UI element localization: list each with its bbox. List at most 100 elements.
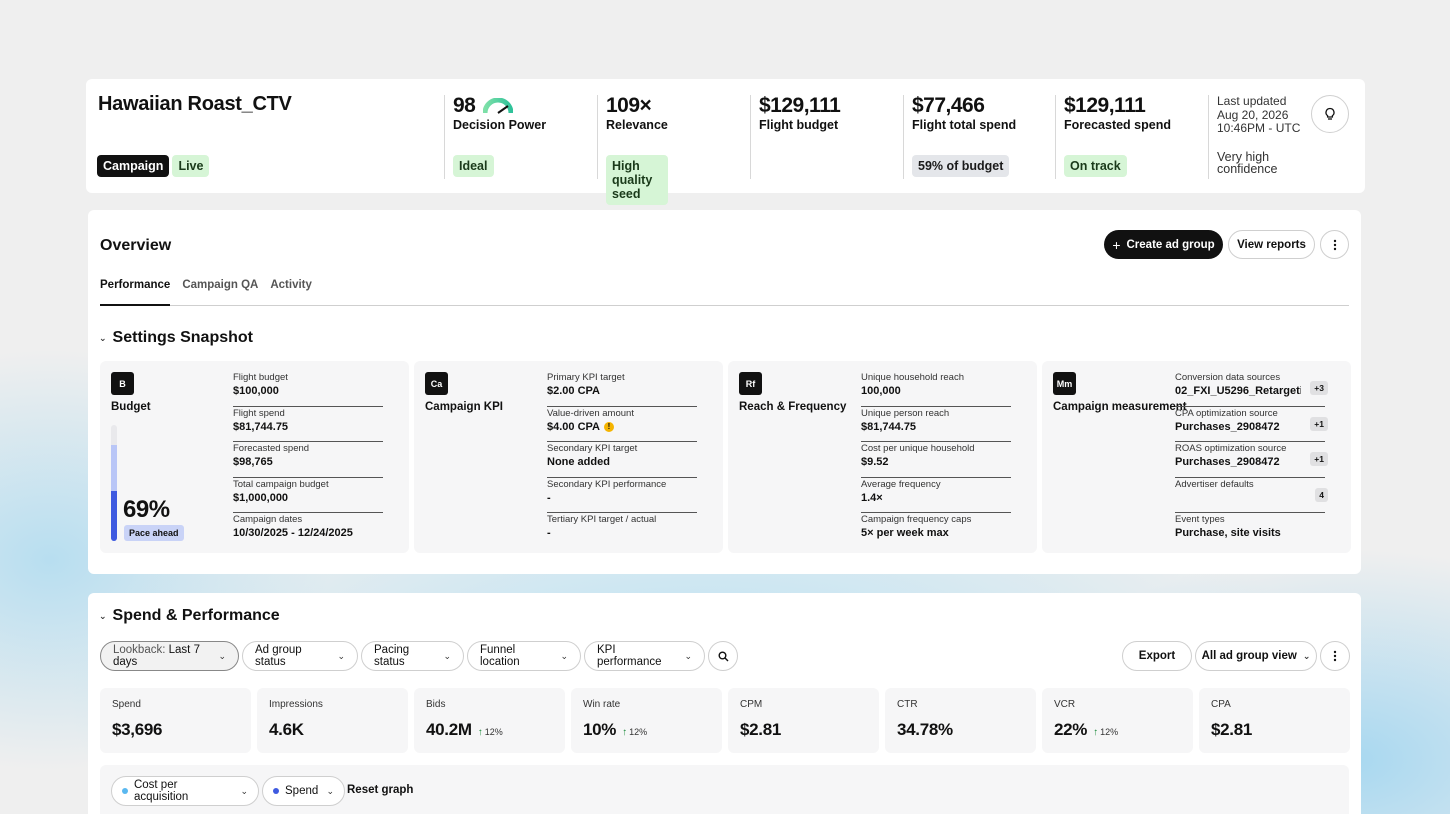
export-button[interactable]: Export	[1122, 641, 1192, 671]
overview-panel: Overview + Create ad group View reports …	[88, 210, 1361, 574]
flight-budget-value: $129,111	[759, 94, 841, 117]
row-value: -	[547, 491, 551, 504]
row-value: 100,000	[861, 385, 901, 397]
lightbulb-icon	[1325, 107, 1335, 120]
row-key: Primary KPI target	[547, 372, 625, 383]
snapshot-row: Secondary KPI performance -	[547, 478, 697, 514]
plus-icon: +	[1112, 236, 1121, 253]
metric-flight-budget: $129,111 Flight budget	[750, 94, 841, 179]
tab-performance[interactable]: Performance	[100, 276, 171, 306]
flight-total-spend-value: $77,466	[912, 94, 985, 117]
pace-percent: 69%	[123, 496, 170, 523]
kpi-tile-cpm[interactable]: CPM $2.81	[728, 688, 879, 753]
more-count-badge[interactable]: +1	[1310, 452, 1328, 467]
ad-group-status-filter[interactable]: Ad group status ⌄	[242, 641, 358, 671]
insights-button[interactable]	[1311, 95, 1349, 133]
row-value: $98,765	[233, 456, 273, 469]
warning-icon[interactable]: !	[604, 421, 614, 432]
snapshot-row: Campaign frequency caps 5× per week max	[861, 513, 1011, 549]
kpi-tile-win-rate[interactable]: Win rate 10% ↑ 12%	[571, 688, 722, 753]
spend-more-button[interactable]	[1320, 641, 1350, 671]
snapshot-row: Flight budget $100,000	[233, 371, 383, 407]
kpi-value: $3,696	[112, 720, 163, 739]
kpi-tile-impressions[interactable]: Impressions 4.6K	[257, 688, 408, 753]
kpi-tile-cpa[interactable]: CPA $2.81	[1199, 688, 1350, 753]
reach-frequency-icon: Rf	[739, 372, 762, 395]
kpi-label: CTR	[897, 699, 918, 710]
row-key: Total campaign budget	[233, 478, 329, 490]
row-key: Cost per unique household	[861, 443, 975, 455]
kpi-delta: 12%	[1100, 727, 1119, 737]
row-value: Purchases_2908472	[1175, 456, 1280, 469]
series-label: Spend	[285, 785, 319, 797]
last-updated-time: 10:46PM - UTC	[1217, 121, 1301, 135]
row-key: Average frequency	[861, 478, 941, 490]
row-key: Advertiser defaults	[1175, 478, 1254, 490]
kpi-tile-ctr[interactable]: CTR 34.78%	[885, 688, 1036, 753]
snapshot-card-title: Campaign KPI	[425, 401, 503, 413]
overview-more-button[interactable]	[1320, 230, 1349, 259]
kpi-label: CPA	[1211, 699, 1231, 710]
tab-activity[interactable]: Activity	[270, 279, 312, 291]
confidence-text: Very high confidence	[1217, 150, 1278, 176]
series-color-dot	[122, 788, 128, 794]
more-count-badge[interactable]: +1	[1310, 416, 1328, 431]
snapshot-rows: Primary KPI target $2.00 CPA Value-driven…	[547, 371, 697, 549]
row-key: Forecasted spend	[233, 443, 310, 455]
kpi-performance-filter[interactable]: KPI performance ⌄	[584, 641, 705, 671]
chevron-down-icon: ⌄	[99, 610, 107, 621]
chevron-down-icon: ⌄	[337, 650, 345, 661]
kpi-tile-spend[interactable]: Spend $3,696	[100, 688, 251, 753]
pacing-status-filter[interactable]: Pacing status ⌄	[361, 641, 464, 671]
kpi-label: Bids	[426, 699, 446, 710]
search-button[interactable]	[708, 641, 738, 671]
tab-campaign-qa[interactable]: Campaign QA	[182, 279, 259, 291]
more-count-badge[interactable]: 4	[1315, 487, 1328, 502]
snapshot-row: Unique household reach 100,000	[861, 371, 1011, 407]
row-value: 02_FXI_U5296_Retargeting	[1175, 385, 1301, 397]
snapshot-rows: Flight budget $100,000 Flight spend $81,74…	[233, 371, 383, 549]
row-key: Value-driven amount	[547, 407, 634, 419]
kpi-value: 4.6K	[269, 720, 304, 739]
snapshot-row: Cost per unique household $9.52	[861, 442, 1011, 478]
snapshot-row: Event types Purchase, site visits	[1175, 513, 1325, 549]
row-key: ROAS optimization source	[1175, 443, 1287, 455]
snapshot-row: Average frequency 1.4×	[861, 478, 1011, 514]
snapshot-card-campaign-kpi: Ca Campaign KPI Primary KPI target $2.00 …	[414, 361, 723, 553]
decision-power-value: 98	[453, 94, 476, 117]
forecasted-spend-label: Forecasted spend	[1064, 118, 1171, 132]
kpi-delta: 12%	[629, 727, 648, 737]
spend-performance-header[interactable]: ⌄ Spend & Performance	[99, 607, 280, 625]
row-key: Secondary KPI target	[547, 443, 638, 455]
funnel-location-filter[interactable]: Funnel location ⌄	[467, 641, 581, 671]
series-select-cpa[interactable]: Cost per acquisition ⌄	[111, 776, 259, 806]
series-select-spend[interactable]: Spend ⌄	[262, 776, 345, 806]
kpi-tile-vcr[interactable]: VCR 22% ↑ 12%	[1042, 688, 1193, 753]
create-ad-group-button[interactable]: + Create ad group	[1104, 230, 1223, 259]
snapshot-row: CPA optimization source Purchases_2908472…	[1175, 407, 1328, 443]
more-vertical-icon	[1333, 650, 1337, 662]
view-reports-button[interactable]: View reports	[1228, 230, 1315, 259]
more-count-badge[interactable]: +3	[1310, 381, 1328, 395]
export-label: Export	[1138, 650, 1176, 662]
kpi-label: Win rate	[583, 699, 621, 710]
decision-power-label: Decision Power	[453, 118, 547, 132]
settings-snapshot-header[interactable]: ⌄ Settings Snapshot	[99, 329, 253, 347]
forecasted-spend-value: $129,111	[1064, 94, 1146, 117]
reset-graph-button[interactable]: Reset graph	[347, 784, 414, 796]
relevance-label: Relevance	[606, 118, 668, 132]
kpi-tile-bids[interactable]: Bids 40.2M ↑ 12%	[414, 688, 565, 753]
chevron-down-icon: ⌄	[218, 650, 226, 661]
view-select[interactable]: All ad group view ⌄	[1195, 641, 1317, 671]
kpi-value: 10%	[583, 720, 617, 739]
row-key: Campaign dates	[233, 514, 303, 526]
arrow-up-icon: ↑	[622, 726, 628, 738]
row-key: Flight budget	[233, 372, 288, 383]
row-value: 10/30/2025 - 12/24/2025	[233, 527, 353, 540]
chevron-down-icon: ⌄	[560, 650, 568, 661]
lookback-filter[interactable]: Lookback: Last 7 days ⌄	[100, 641, 239, 671]
kpi-label: VCR	[1054, 699, 1076, 710]
campaign-measurement-icon: Mm	[1053, 372, 1076, 395]
gauge-icon	[483, 98, 514, 114]
lookback-label: Lookback:	[113, 644, 166, 656]
